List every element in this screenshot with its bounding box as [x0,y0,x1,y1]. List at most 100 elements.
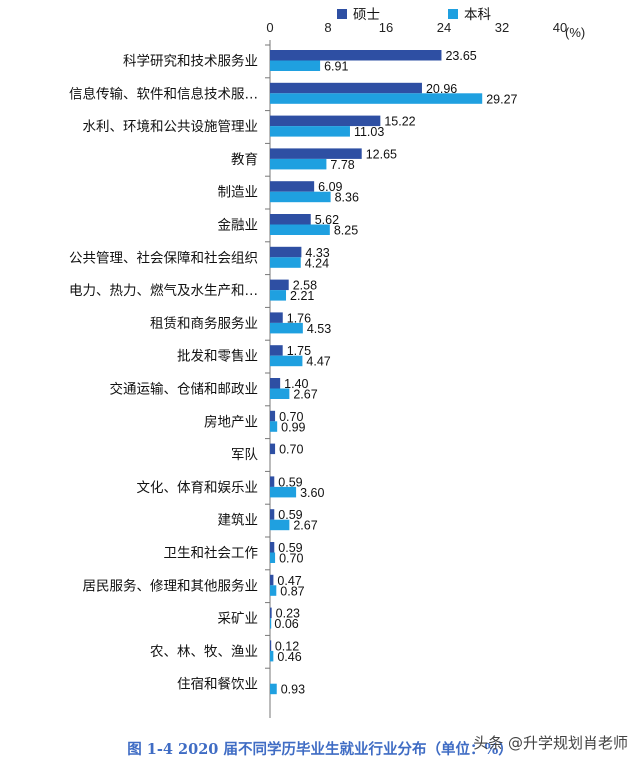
bar-bachelor [270,486,297,498]
value-label-bachelor: 2.67 [293,388,317,402]
value-label-bachelor: 29.27 [486,92,517,106]
category-label: 农、林、牧、渔业 [150,644,258,660]
value-label-master: 2.58 [293,279,317,293]
category-label: 金融业 [218,218,259,234]
bar-bachelor [270,552,276,563]
legend-label-bachelor: 本科 [464,7,491,23]
bar-bachelor [270,126,350,137]
legend-swatch-bachelor [448,9,458,19]
value-label-bachelor: 7.78 [330,158,354,172]
x-tick-label: 16 [379,20,393,35]
figure-caption: 图 1-4 2020 届不同学历毕业生就业行业分布（单位：%） [127,741,513,758]
bar-master [270,542,275,553]
bar-master [270,607,272,619]
bar-bachelor [270,650,274,662]
bar-master [270,82,422,94]
bar-bachelor [270,224,330,235]
x-tick-label: 24 [437,20,451,35]
value-label-master: 4.33 [305,246,329,260]
category-label: 电力、热力、燃气及水生产和… [69,282,258,299]
category-label: 信息传输、软件和信息技术服… [69,85,258,102]
value-label-master: 23.65 [445,49,476,63]
value-label-bachelor: 11.03 [354,125,384,139]
value-label-bachelor: 0.70 [279,552,303,566]
value-label-master: 0.59 [278,541,302,555]
bar-bachelor [270,257,301,268]
value-label-bachelor: 0.93 [281,683,305,697]
value-label-bachelor: 0.99 [281,420,305,434]
bar-bachelor [270,421,278,432]
category-label: 制造业 [218,185,259,201]
value-label-bachelor: 2.21 [290,289,314,303]
bar-bachelor [270,683,277,695]
category-label: 建筑业 [218,513,259,529]
bar-master [270,181,315,192]
bar-master [270,50,442,61]
category-label: 卫生和社会工作 [164,546,259,562]
bar-master [270,246,302,258]
value-label-master: 0.70 [279,410,303,424]
value-label-master: 1.40 [284,377,308,391]
value-label-master: 20.96 [426,82,457,96]
value-label-bachelor: 2.67 [293,519,317,533]
value-label-master: 0.47 [277,574,301,588]
value-label-bachelor: 0.06 [274,617,298,631]
bar-master [270,476,275,487]
category-label: 租赁和商务服务业 [150,316,258,332]
category-label: 批发和零售业 [177,349,258,365]
value-label-bachelor: 3.60 [300,486,324,500]
x-unit-label: (%) [565,25,585,40]
bar-master [270,509,275,520]
x-tick-label: 8 [324,20,331,35]
category-label: 居民服务、修理和其他服务业 [83,578,259,594]
bar-master [270,574,274,586]
x-tick-label: 40 [553,20,567,35]
legend-label-master: 硕士 [353,7,380,23]
bar-master [270,115,381,127]
legend-swatch-master [337,9,347,19]
value-label-master: 0.59 [278,475,302,489]
x-tick-label: 32 [495,20,509,35]
bar-master [270,214,311,225]
bar-bachelor [270,618,272,629]
category-label: 采矿业 [218,611,259,627]
category-label: 房地产业 [204,414,258,430]
value-label-master: 0.23 [276,607,300,621]
bar-master [270,148,362,159]
bar-master [270,345,283,356]
bar-bachelor [270,158,327,170]
bar-bachelor [270,191,331,203]
value-label-bachelor: 8.36 [335,191,359,205]
value-label-master: 1.75 [287,344,311,358]
bar-bachelor [270,60,321,71]
bar-bachelor [270,290,287,301]
category-label: 教育 [231,152,258,168]
value-label-bachelor: 0.87 [280,584,304,598]
bar-master [270,640,272,651]
category-label: 军队 [231,447,258,463]
bar-bachelor [270,585,277,596]
value-label-bachelor: 6.91 [324,60,348,74]
value-label-master: 0.70 [279,443,303,457]
category-label: 科学研究和技术服务业 [123,54,258,70]
bar-master [270,443,276,455]
value-label-master: 5.62 [315,213,339,227]
value-label-bachelor: 0.46 [277,650,301,664]
bar-bachelor [270,322,303,334]
value-label-bachelor: 4.24 [305,256,329,270]
bar-bachelor [270,519,290,531]
watermark: 头条 @升学规划肖老师 [473,734,628,752]
category-label: 水利、环境和公共设施管理业 [83,119,259,135]
bar-master [270,279,289,291]
bar-master [270,410,276,422]
value-label-bachelor: 4.53 [307,322,331,336]
bar-bachelor [270,388,290,399]
category-label: 文化、体育和娱乐业 [137,480,259,496]
bar-master [270,378,281,389]
value-label-master: 12.65 [366,147,397,161]
value-label-master: 0.59 [278,508,302,522]
x-tick-label: 0 [266,20,273,35]
value-label-master: 6.09 [318,180,342,194]
bar-master [270,312,283,323]
